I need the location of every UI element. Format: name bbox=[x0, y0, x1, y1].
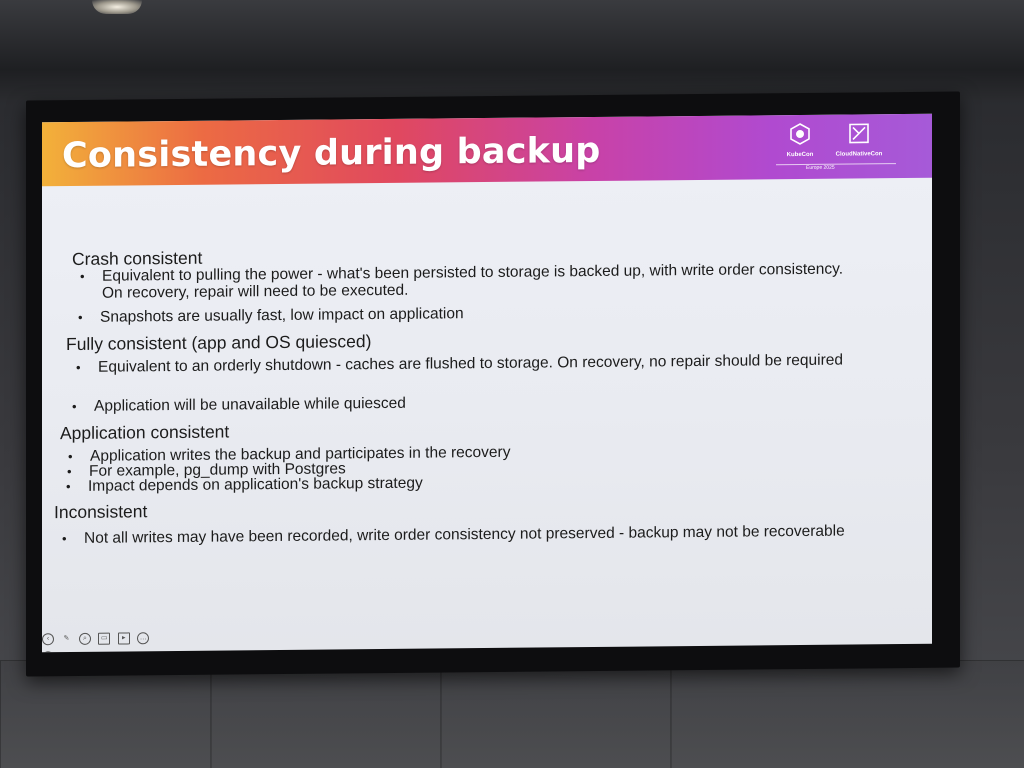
cloudnativecon-label: CloudNativeCon bbox=[835, 151, 883, 158]
lower-wall-shadow bbox=[0, 660, 1024, 768]
bullet-icon: • bbox=[68, 448, 73, 465]
bullet-icon: • bbox=[62, 531, 67, 547]
list-item: • Snapshots are usually fast, low impact… bbox=[78, 301, 860, 326]
section-heading: Application consistent bbox=[60, 421, 230, 444]
bullet-icon: • bbox=[66, 478, 71, 495]
section-heading: Fully consistent (app and OS quiesced) bbox=[66, 331, 372, 355]
bullet-text: Snapshots are usually fast, low impact o… bbox=[100, 305, 464, 326]
viewer-prev-icon[interactable]: ‹ bbox=[42, 632, 54, 646]
cloudnativecon-icon bbox=[849, 123, 869, 144]
bullet-text: Equivalent to pulling the power - what's… bbox=[102, 260, 844, 302]
slide-header: Consistency during backup KubeCon CloudN… bbox=[42, 113, 932, 187]
bullet-text: Not all writes may have been recorded, w… bbox=[84, 522, 845, 547]
cloudnativecon-logo: CloudNativeCon bbox=[828, 122, 890, 169]
list-item: • Application will be unavailable while … bbox=[72, 390, 854, 415]
slide-title: Consistency during backup bbox=[62, 130, 601, 177]
wall-panel bbox=[670, 660, 1024, 768]
bullet-text: Equivalent to an orderly shutdown - cach… bbox=[98, 351, 843, 376]
list-item: • Not all writes may have been recorded,… bbox=[62, 522, 894, 547]
list-item: • Equivalent to pulling the power - what… bbox=[80, 260, 862, 302]
list-item: • Equivalent to an orderly shutdown - ca… bbox=[76, 351, 888, 376]
bullet-icon: • bbox=[80, 268, 85, 284]
kubecon-logo: KubeCon bbox=[780, 123, 820, 169]
bullet-icon: • bbox=[67, 463, 72, 480]
bullet-icon: • bbox=[76, 359, 81, 375]
camera-icon[interactable]: ▸ bbox=[117, 632, 130, 645]
next-icon[interactable]: › bbox=[42, 650, 54, 653]
ceiling-light bbox=[92, 0, 142, 14]
kubecon-label: KubeCon bbox=[786, 151, 814, 159]
pen-icon[interactable]: ✎ bbox=[63, 634, 70, 642]
subtitles-icon[interactable]: ▭ bbox=[98, 632, 111, 645]
projected-slide: Consistency during backup KubeCon CloudN… bbox=[42, 113, 932, 653]
bullet-icon: • bbox=[78, 309, 83, 325]
bullet-text: Application will be unavailable while qu… bbox=[94, 394, 406, 415]
bullet-text: Impact depends on application's backup s… bbox=[88, 474, 423, 495]
wall-panel bbox=[210, 660, 442, 768]
more-icon[interactable]: … bbox=[137, 632, 150, 645]
bullet-icon: • bbox=[72, 398, 77, 414]
slide-body: Crash consistent • Equivalent to pulling… bbox=[42, 178, 932, 653]
slide-viewer-toolbar: ‹ ✎ ⌕ ▭ ▸ … › bbox=[42, 629, 162, 653]
wall-panel bbox=[0, 660, 212, 768]
section-heading: Inconsistent bbox=[54, 501, 148, 523]
event-logos: KubeCon CloudNativeCon Europe 2025 bbox=[776, 120, 896, 171]
search-icon[interactable]: ⌕ bbox=[78, 632, 91, 645]
kubecon-icon bbox=[790, 123, 810, 145]
event-edition: Europe 2025 bbox=[806, 164, 835, 171]
ceiling bbox=[0, 0, 1024, 100]
